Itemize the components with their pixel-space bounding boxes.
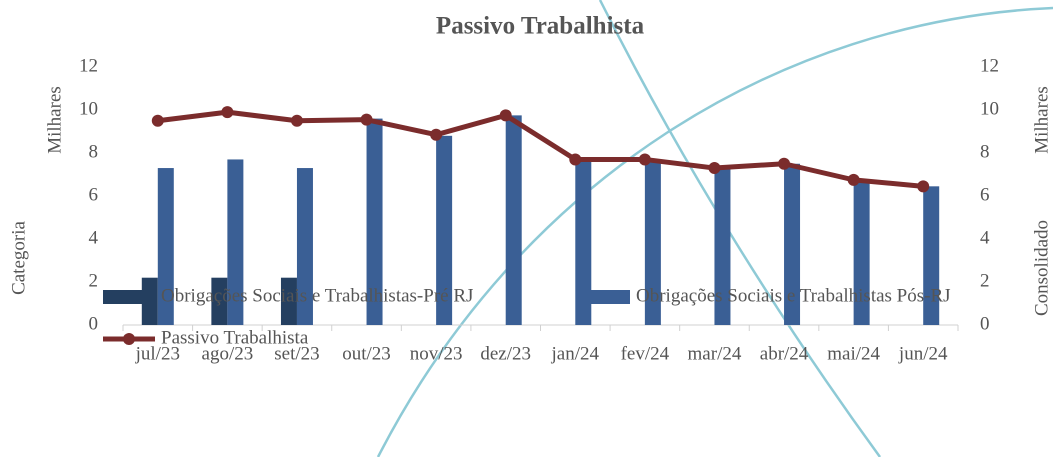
x-tick-label: nov/23 bbox=[410, 343, 463, 364]
y2-tick-label: 12 bbox=[980, 55, 999, 76]
legend-label: Obrigações Sociais e Trabalhistas-Pré RJ bbox=[161, 285, 473, 306]
y-tick-label: 10 bbox=[79, 98, 98, 119]
bar bbox=[280, 277, 297, 325]
legend-swatch bbox=[578, 290, 630, 304]
bar bbox=[505, 115, 522, 325]
legend-swatch bbox=[103, 290, 155, 304]
bar bbox=[644, 159, 661, 325]
x-tick-label: jul/23 bbox=[135, 343, 180, 364]
y-tick-label: 2 bbox=[89, 270, 99, 291]
chart-title: Passivo Trabalhista bbox=[436, 13, 645, 40]
y-axis-label: Milhares bbox=[44, 86, 65, 154]
x-tick-label: abr/24 bbox=[760, 343, 809, 364]
bar bbox=[714, 168, 731, 325]
y-axis-title: Categoria bbox=[8, 221, 29, 295]
y2-tick-label: 10 bbox=[980, 98, 999, 119]
line-marker bbox=[221, 106, 234, 119]
y2-tick-label: 6 bbox=[980, 184, 990, 205]
x-tick-label: jan/24 bbox=[551, 343, 600, 364]
x-tick-label: ago/23 bbox=[202, 343, 254, 364]
bar bbox=[575, 159, 592, 325]
x-tick-label: fev/24 bbox=[621, 343, 670, 364]
legend-swatch bbox=[123, 333, 135, 345]
x-tick-label: jun/24 bbox=[898, 343, 948, 364]
y2-tick-label: 0 bbox=[980, 313, 990, 334]
bar bbox=[227, 159, 244, 325]
line-marker bbox=[430, 128, 443, 141]
bar bbox=[296, 168, 313, 325]
decor-curve bbox=[598, 0, 882, 457]
line-marker bbox=[499, 109, 512, 122]
legend-label: Obrigações Sociais e Trabalhistas Pós-RJ bbox=[636, 285, 951, 306]
y2-axis-title: Consolidado bbox=[1031, 220, 1052, 316]
line-marker bbox=[151, 114, 164, 127]
bar bbox=[853, 180, 870, 325]
line-marker bbox=[360, 113, 373, 126]
bar bbox=[211, 277, 228, 325]
line-marker bbox=[638, 153, 651, 166]
y2-tick-label: 2 bbox=[980, 270, 990, 291]
line-marker bbox=[917, 180, 930, 193]
x-tick-label: mai/24 bbox=[827, 343, 880, 364]
x-tick-label: dez/23 bbox=[480, 343, 531, 364]
line-marker bbox=[569, 153, 582, 166]
bar bbox=[157, 168, 174, 325]
legend-label: Passivo Trabalhista bbox=[161, 327, 309, 348]
bar bbox=[366, 118, 383, 325]
bar bbox=[784, 163, 801, 325]
line-marker bbox=[778, 157, 791, 170]
line-marker bbox=[847, 173, 860, 186]
bar bbox=[436, 135, 453, 325]
bar bbox=[923, 186, 940, 325]
y-tick-label: 12 bbox=[79, 55, 98, 76]
decor-curve bbox=[376, 6, 1053, 457]
y-tick-label: 8 bbox=[89, 141, 99, 162]
y-tick-label: 0 bbox=[89, 313, 99, 334]
y-tick-label: 4 bbox=[89, 227, 99, 248]
y2-tick-label: 8 bbox=[980, 141, 990, 162]
line-marker bbox=[708, 162, 721, 175]
x-tick-label: mar/24 bbox=[688, 343, 742, 364]
y2-tick-label: 4 bbox=[980, 227, 990, 248]
line bbox=[157, 109, 924, 189]
x-tick-label: set/23 bbox=[274, 343, 319, 364]
y2-axis-label: Milhares bbox=[1031, 86, 1052, 154]
line-marker bbox=[290, 114, 303, 127]
x-tick-label: out/23 bbox=[342, 343, 391, 364]
y-tick-label: 6 bbox=[89, 184, 99, 205]
